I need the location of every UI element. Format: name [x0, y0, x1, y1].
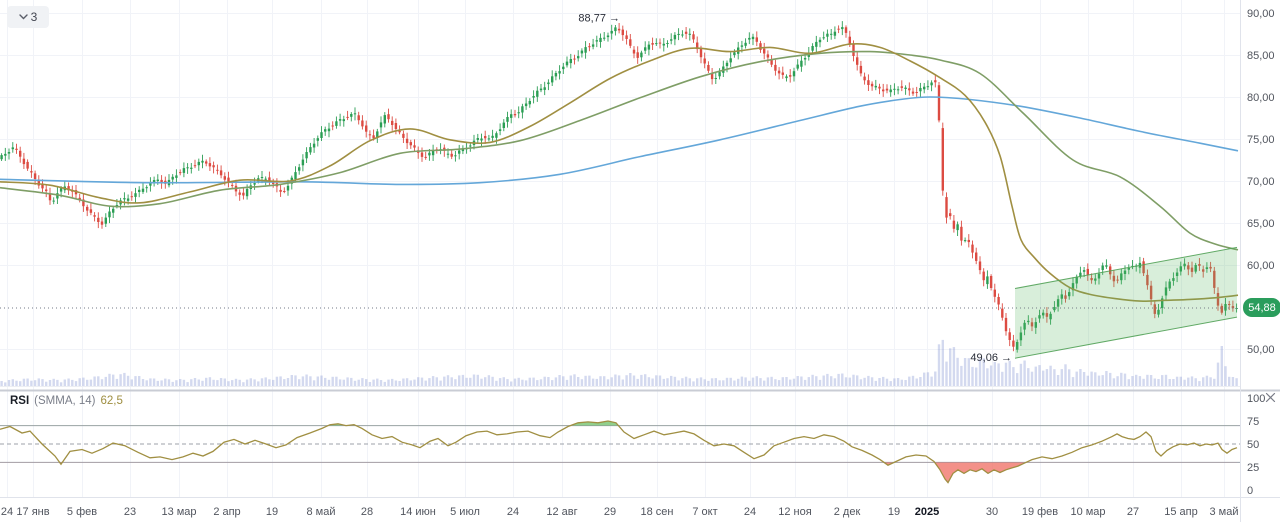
ma-slow-line [0, 96, 1239, 186]
rsi-legend[interactable]: RSI (SMMA, 14) 62,5 [10, 395, 123, 407]
time-tick-label: 29 [604, 506, 616, 518]
time-tick-label: 12 авг [546, 506, 577, 518]
collapsed-count-label: 3 [30, 10, 38, 24]
time-tick-label: 15 апр [1164, 506, 1197, 518]
close-icon[interactable] [1263, 390, 1277, 404]
price-tick-label: 50,00 [1247, 344, 1275, 356]
time-tick-label: 12 ноя [778, 506, 811, 518]
price-annotations: 88,77 → 49,06 → [578, 12, 1012, 364]
time-tick-label: 27 [1127, 506, 1139, 518]
time-axis[interactable]: 24 17 янв 5 фев 23 13 мар 2 апр 19 8 май 28 14 ию… [1, 506, 1239, 518]
time-tick-label: 24 [507, 506, 519, 518]
price-axis[interactable]: 90,00 85,00 80,00 75,00 70,00 65,00 60,00 50,00 [1247, 8, 1275, 356]
time-tick-label: 13 мар [161, 506, 196, 518]
time-tick-label: 30 [986, 506, 998, 518]
rsi-value: 62,5 [100, 395, 123, 407]
ma-mid-line [0, 50, 1239, 251]
price-tick-label: 75,00 [1247, 134, 1275, 146]
low-label: 49,06 → [970, 352, 1012, 364]
time-tick-label: 14 июн [400, 506, 436, 518]
rsi-tick-label: 0 [1247, 485, 1253, 497]
close-x-glyph [1265, 392, 1275, 402]
price-tick-label: 70,00 [1247, 176, 1275, 188]
rsi-tick-label: 50 [1247, 439, 1259, 451]
time-tick-label: 19 фев [1022, 506, 1058, 518]
rsi-overbought-fill [328, 421, 619, 426]
rsi-pane [0, 420, 1240, 484]
time-tick-label: 2 апр [213, 506, 240, 518]
time-tick-label: 5 июл [450, 506, 480, 518]
time-tick-label: 2025 [915, 506, 939, 518]
moving-averages [0, 43, 1239, 302]
time-tick-label: 24 [744, 506, 756, 518]
time-tick-label: 28 [361, 506, 373, 518]
time-tick-label: 23 [124, 506, 136, 518]
rsi-tick-label: 100 [1247, 393, 1265, 405]
time-tick-label: 19 [266, 506, 278, 518]
volume-histogram [0, 339, 1240, 387]
chevron-down-icon [18, 14, 28, 20]
rsi-line [0, 420, 1238, 484]
high-label: 88,77 → [578, 12, 620, 24]
time-tick-label: 24 [1, 506, 13, 518]
grid-lines [0, 0, 1240, 497]
time-tick-label: 5 фев [67, 506, 97, 518]
time-tick-label: 17 янв [16, 506, 49, 518]
last-price-badge: 54,88 [1243, 298, 1280, 317]
time-tick-label: 18 сен [641, 506, 674, 518]
indicators-collapse-button[interactable]: 3 [7, 6, 49, 28]
price-tick-label: 60,00 [1247, 260, 1275, 272]
price-tick-label: 65,00 [1247, 218, 1275, 230]
rsi-oversold-fill [0, 462, 1237, 483]
time-tick-label: 3 май [1210, 506, 1239, 518]
parallel-channel[interactable] [1014, 246, 1238, 359]
rsi-params: (SMMA, 14) [34, 395, 96, 407]
price-tick-label: 90,00 [1247, 8, 1275, 20]
rsi-axis[interactable]: 100 75 50 25 0 [1247, 393, 1265, 497]
time-tick-label: 8 май [307, 506, 336, 518]
rsi-tick-label: 25 [1247, 462, 1259, 474]
time-tick-label: 2 дек [834, 506, 861, 518]
ma-fast-line [0, 43, 1239, 302]
time-tick-label: 19 [888, 506, 900, 518]
time-tick-label: 7 окт [692, 506, 717, 518]
time-tick-label: 10 мар [1070, 506, 1105, 518]
rsi-title: RSI [10, 395, 30, 407]
rsi-tick-label: 75 [1247, 416, 1259, 428]
price-tick-label: 80,00 [1247, 92, 1275, 104]
price-tick-label: 85,00 [1247, 50, 1275, 62]
